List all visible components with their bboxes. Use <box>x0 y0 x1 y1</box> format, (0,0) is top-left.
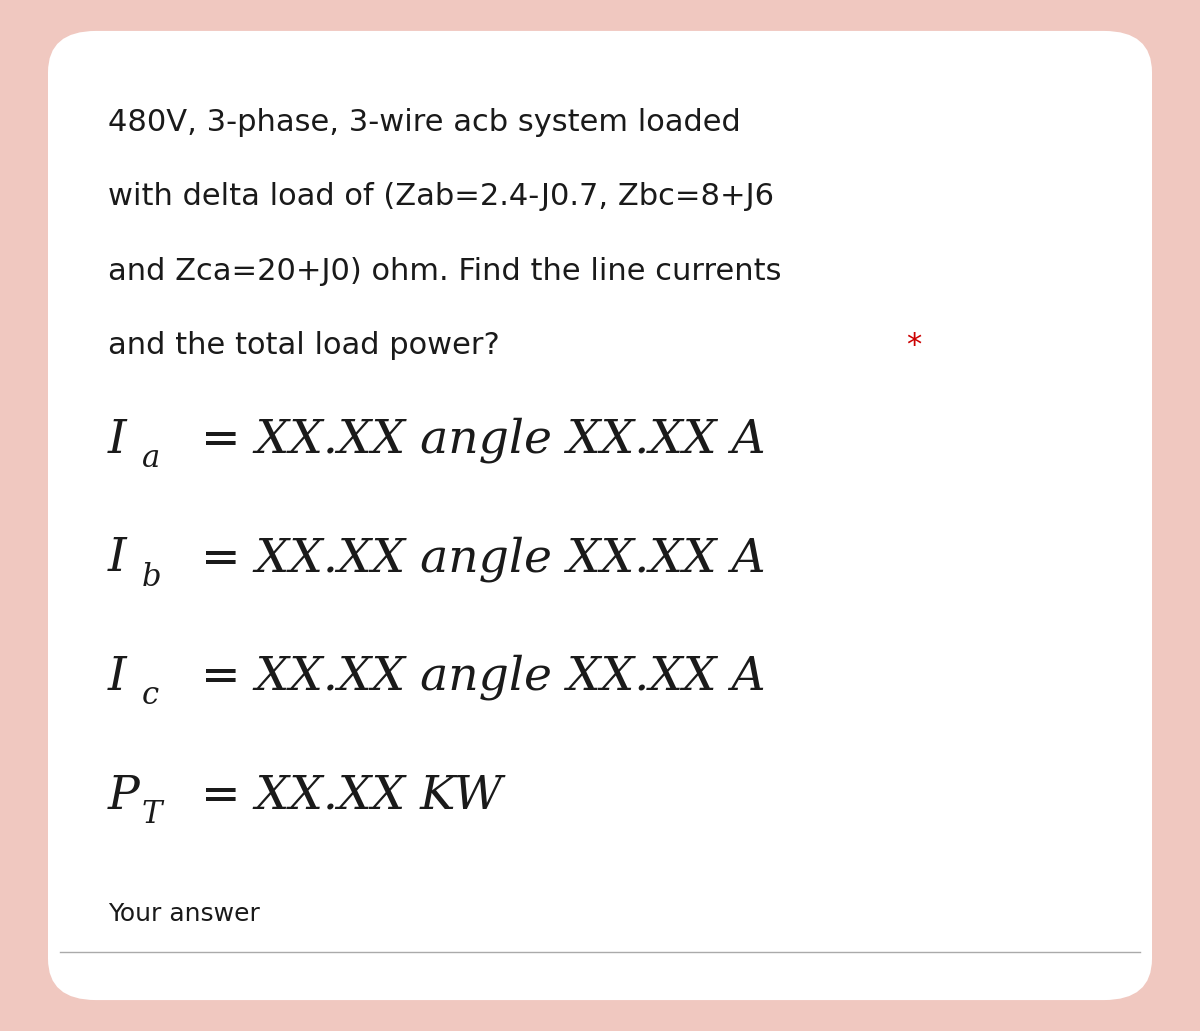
Text: *: * <box>906 331 922 360</box>
Text: Your answer: Your answer <box>108 902 260 926</box>
Text: = XX.XX angle XX.XX A: = XX.XX angle XX.XX A <box>186 418 766 463</box>
Text: I: I <box>108 655 127 700</box>
Text: = XX.XX angle XX.XX A: = XX.XX angle XX.XX A <box>186 536 766 581</box>
Text: with delta load of (Zab=2.4-J0.7, Zbc=8+J6: with delta load of (Zab=2.4-J0.7, Zbc=8+… <box>108 182 774 211</box>
Text: = XX.XX KW: = XX.XX KW <box>186 773 503 819</box>
Text: b: b <box>142 562 161 593</box>
Text: T: T <box>142 799 162 830</box>
Text: P: P <box>108 773 139 819</box>
Text: I: I <box>108 418 127 463</box>
Text: a: a <box>142 443 160 474</box>
Text: 480V, 3-phase, 3-wire acb system loaded: 480V, 3-phase, 3-wire acb system loaded <box>108 108 740 137</box>
Text: I: I <box>108 536 127 581</box>
Text: c: c <box>142 680 158 711</box>
Text: and the total load power?: and the total load power? <box>108 331 499 360</box>
Text: and Zca=20+J0) ohm. Find the line currents: and Zca=20+J0) ohm. Find the line curren… <box>108 257 781 286</box>
Text: = XX.XX angle XX.XX A: = XX.XX angle XX.XX A <box>186 655 766 700</box>
FancyBboxPatch shape <box>48 31 1152 1000</box>
